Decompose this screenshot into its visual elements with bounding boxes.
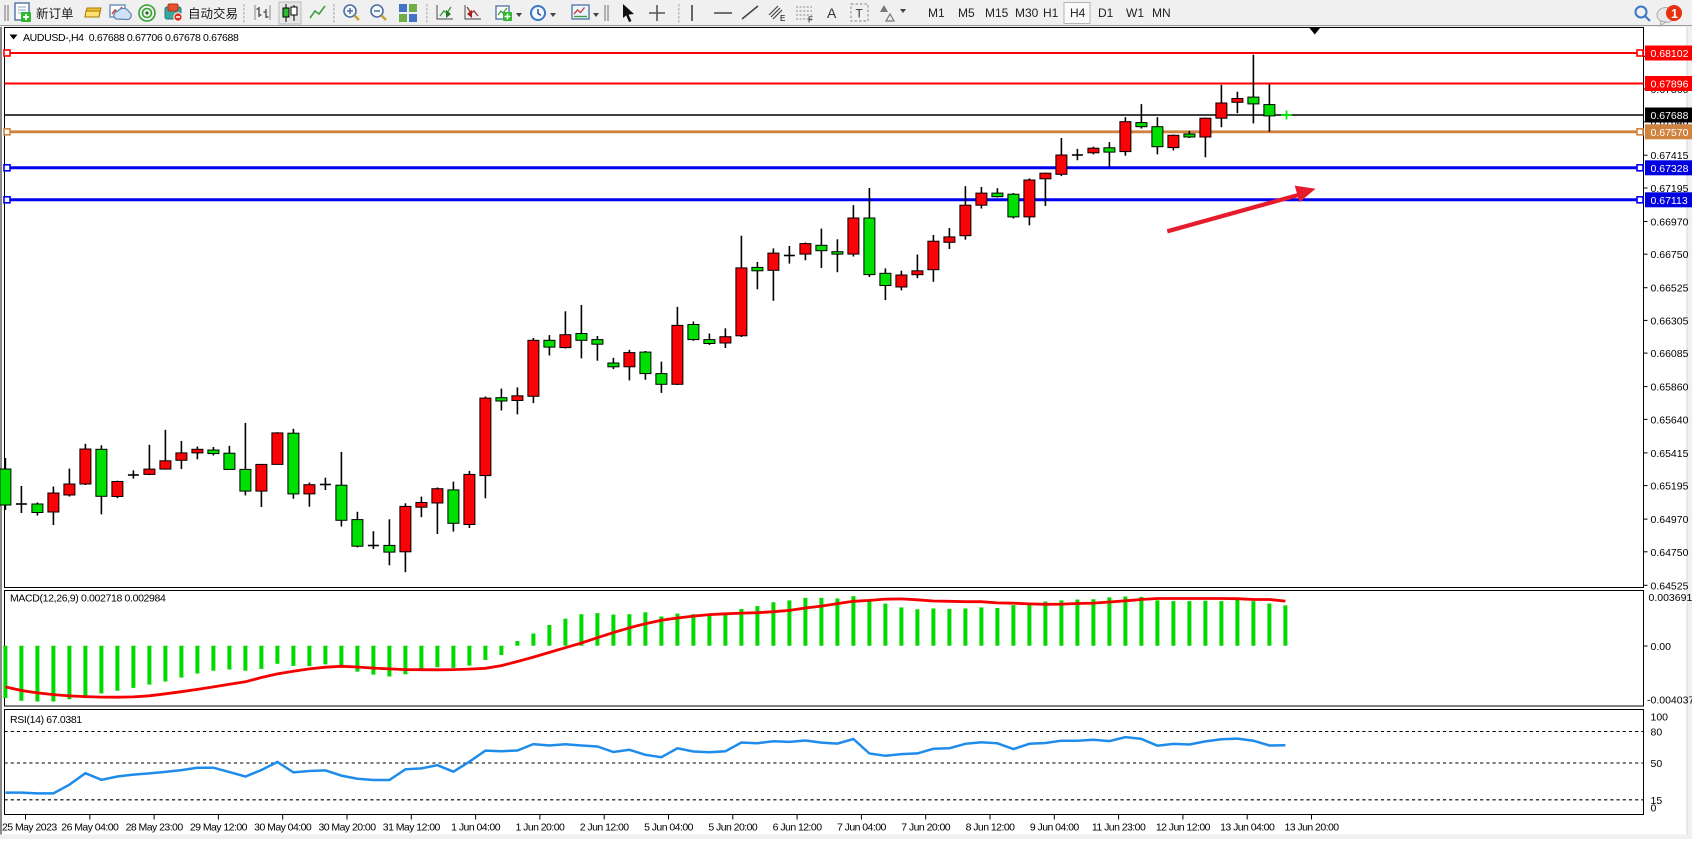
svg-text:0.67688: 0.67688 bbox=[1651, 110, 1689, 122]
svg-text:12 Jun 12:00: 12 Jun 12:00 bbox=[1156, 822, 1211, 834]
svg-text:1 Jun 20:00: 1 Jun 20:00 bbox=[515, 822, 565, 834]
svg-text:0.66525: 0.66525 bbox=[1651, 283, 1689, 295]
svg-text:0.67113: 0.67113 bbox=[1651, 195, 1688, 207]
svg-text:2 Jun 12:00: 2 Jun 12:00 bbox=[580, 822, 630, 834]
svg-text:7 Jun 04:00: 7 Jun 04:00 bbox=[837, 822, 887, 834]
svg-text:E: E bbox=[780, 14, 785, 23]
svg-text:0: 0 bbox=[1651, 803, 1657, 815]
svg-text:11 Jun 23:00: 11 Jun 23:00 bbox=[1092, 822, 1146, 834]
svg-text:1: 1 bbox=[1671, 7, 1678, 21]
svg-text:8 Jun 12:00: 8 Jun 12:00 bbox=[966, 822, 1016, 834]
svg-text:0.67570: 0.67570 bbox=[1651, 127, 1689, 139]
svg-text:0.65640: 0.65640 bbox=[1651, 414, 1689, 426]
svg-text:F: F bbox=[808, 16, 813, 25]
svg-text:MACD(12,26,9) 0.002718 0.00298: MACD(12,26,9) 0.002718 0.002984 bbox=[10, 593, 166, 605]
svg-text:0.00: 0.00 bbox=[1651, 641, 1672, 653]
svg-text:0.64525: 0.64525 bbox=[1651, 580, 1689, 592]
svg-text:M15: M15 bbox=[985, 6, 1009, 20]
svg-text:T: T bbox=[856, 7, 864, 21]
svg-text:0.68102: 0.68102 bbox=[1651, 48, 1689, 60]
svg-text:28 May 23:00: 28 May 23:00 bbox=[126, 822, 184, 834]
svg-text:新订单: 新订单 bbox=[36, 6, 74, 21]
svg-text:0.67328: 0.67328 bbox=[1651, 163, 1689, 175]
svg-text:80: 80 bbox=[1651, 727, 1663, 739]
svg-text:29 May 12:00: 29 May 12:00 bbox=[190, 822, 248, 834]
svg-text:0.67896: 0.67896 bbox=[1651, 79, 1689, 91]
svg-text:0.65195: 0.65195 bbox=[1651, 481, 1689, 493]
svg-text:9 Jun 04:00: 9 Jun 04:00 bbox=[1030, 822, 1080, 834]
svg-text:31 May 12:00: 31 May 12:00 bbox=[383, 822, 441, 834]
svg-text:5 Jun 20:00: 5 Jun 20:00 bbox=[708, 822, 758, 834]
svg-text:A: A bbox=[827, 5, 837, 21]
svg-text:0.64970: 0.64970 bbox=[1651, 514, 1689, 526]
svg-text:RSI(14) 67.0381: RSI(14) 67.0381 bbox=[10, 714, 82, 726]
svg-text:W1: W1 bbox=[1126, 6, 1144, 20]
svg-text:100: 100 bbox=[1651, 712, 1669, 724]
svg-text:0.003691: 0.003691 bbox=[1649, 592, 1692, 604]
svg-text:25 May 2023: 25 May 2023 bbox=[2, 822, 57, 834]
svg-text:-0.004037: -0.004037 bbox=[1647, 695, 1692, 707]
svg-text:1 Jun 04:00: 1 Jun 04:00 bbox=[451, 822, 501, 834]
svg-text:H4: H4 bbox=[1070, 6, 1086, 20]
svg-text:AUDUSD-,H4 0.67688 0.67706 0.: AUDUSD-,H4 0.67688 0.67706 0.67678 0.676… bbox=[23, 32, 239, 44]
svg-text:0.66750: 0.66750 bbox=[1651, 249, 1689, 261]
svg-text:13 Jun 20:00: 13 Jun 20:00 bbox=[1284, 822, 1339, 834]
svg-text:M5: M5 bbox=[958, 6, 975, 20]
svg-text:30 May 04:00: 30 May 04:00 bbox=[254, 822, 312, 834]
svg-text:26 May 04:00: 26 May 04:00 bbox=[61, 822, 119, 834]
svg-text:M1: M1 bbox=[928, 6, 945, 20]
svg-text:0.65860: 0.65860 bbox=[1651, 382, 1689, 394]
svg-text:0.64750: 0.64750 bbox=[1651, 547, 1689, 559]
svg-text:13 Jun 04:00: 13 Jun 04:00 bbox=[1220, 822, 1275, 834]
svg-text:6 Jun 12:00: 6 Jun 12:00 bbox=[773, 822, 823, 834]
svg-text:0.65415: 0.65415 bbox=[1651, 448, 1689, 460]
svg-text:5 Jun 04:00: 5 Jun 04:00 bbox=[644, 822, 694, 834]
svg-text:H1: H1 bbox=[1043, 6, 1059, 20]
svg-text:D1: D1 bbox=[1098, 6, 1114, 20]
svg-text:30 May 20:00: 30 May 20:00 bbox=[318, 822, 376, 834]
svg-text:自动交易: 自动交易 bbox=[188, 6, 238, 21]
svg-text:0.66085: 0.66085 bbox=[1651, 348, 1689, 360]
svg-text:M30: M30 bbox=[1015, 6, 1039, 20]
svg-text:0.66970: 0.66970 bbox=[1651, 217, 1689, 229]
svg-text:0.66305: 0.66305 bbox=[1651, 315, 1689, 327]
svg-text:50: 50 bbox=[1651, 758, 1663, 770]
svg-text:7 Jun 20:00: 7 Jun 20:00 bbox=[901, 822, 951, 834]
svg-text:MN: MN bbox=[1152, 6, 1171, 20]
